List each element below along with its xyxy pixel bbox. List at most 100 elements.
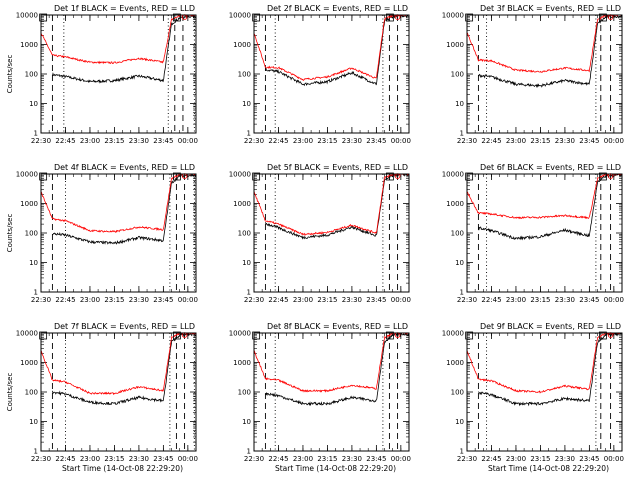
chart-panel: Det 1f BLACK = Events, RED = LLD Counts/s… [6, 4, 198, 145]
plot-frame [40, 173, 197, 293]
series-line-lld [41, 174, 196, 233]
y-tick-label: 1000 [20, 359, 38, 367]
x-tick-label: 23:15 [104, 296, 124, 304]
x-tick-label: 00:00 [178, 296, 198, 304]
chart-panel: Det 7f BLACK = Events, RED = LLD Counts/s… [6, 322, 198, 473]
chart-panel: Det 4f BLACK = Events, RED = LLD Counts/s… [6, 163, 198, 304]
x-tick-label: 23:15 [317, 137, 337, 145]
x-axis-label: Start Time (14-Oct-08 22:29:20) [62, 464, 183, 473]
chart-panel: Det 6f BLACK = Events, RED = LLD 1 10 100 10… [442, 163, 624, 304]
x-tick-label: 23:30 [129, 137, 149, 145]
x-tick-label: 00:00 [178, 455, 198, 463]
y-axis-label: Counts/sec [6, 55, 14, 94]
series-line-events [52, 174, 196, 245]
y-tick-label: 1 [460, 289, 464, 297]
y-tick-label: 10000 [229, 12, 251, 20]
x-tick-label: 22:45 [268, 137, 288, 145]
x-tick-label: 23:45 [579, 137, 599, 145]
series-line-events [478, 333, 622, 407]
y-tick-label: 10 [29, 259, 38, 267]
plot-frame [466, 173, 623, 293]
x-tick-label: 00:00 [604, 455, 624, 463]
series-line-lld [41, 333, 196, 396]
x-tick-label: 22:30 [31, 296, 51, 304]
x-tick-label: 23:00 [80, 455, 100, 463]
x-tick-label: 23:00 [506, 296, 526, 304]
flag-box-marker [465, 331, 474, 340]
y-tick-label: 100 [238, 389, 251, 397]
flag-box-marker [39, 331, 48, 340]
y-tick-label: 1000 [446, 359, 464, 367]
flag-box-marker [386, 331, 394, 340]
chart-panel: Det 8f BLACK = Events, RED = LLD Start Ti… [229, 322, 411, 473]
plot-frame [40, 332, 197, 452]
y-tick-label: 10000 [229, 330, 251, 338]
x-tick-label: 00:00 [391, 296, 411, 304]
x-tick-label: 22:45 [55, 455, 75, 463]
series-line-lld [467, 333, 622, 394]
x-tick-label: 22:45 [481, 455, 501, 463]
series-line-lld [467, 174, 622, 220]
y-tick-label: 10 [455, 259, 464, 267]
chart-title: Det 5f BLACK = Events, RED = LLD [267, 163, 408, 172]
x-tick-label: 22:30 [457, 455, 477, 463]
flag-box-marker [386, 172, 394, 181]
x-tick-label: 23:45 [153, 455, 173, 463]
y-tick-label: 1 [247, 448, 251, 456]
y-axis-label: Counts/sec [6, 214, 14, 253]
chart-title: Det 3f BLACK = Events, RED = LLD [480, 4, 621, 13]
y-axis-label: Counts/sec [6, 373, 14, 412]
x-tick-label: 00:00 [178, 137, 198, 145]
series-line-events [478, 15, 622, 88]
chart-title: Det 8f BLACK = Events, RED = LLD [267, 322, 408, 331]
flag-box-marker [39, 172, 48, 181]
y-tick-label: 1000 [446, 41, 464, 49]
y-tick-label: 100 [238, 230, 251, 238]
x-tick-label: 23:45 [366, 137, 386, 145]
y-tick-label: 1 [34, 448, 38, 456]
x-tick-label: 23:00 [80, 296, 100, 304]
plot-frame [40, 14, 197, 134]
y-tick-label: 100 [238, 71, 251, 79]
x-tick-label: 23:00 [80, 137, 100, 145]
y-tick-label: 1 [34, 130, 38, 138]
y-tick-label: 10000 [16, 330, 38, 338]
x-tick-label: 23:30 [555, 296, 575, 304]
series-line-lld [254, 174, 409, 236]
y-tick-label: 1000 [233, 359, 251, 367]
x-tick-label: 00:00 [391, 137, 411, 145]
x-tick-label: 23:45 [579, 296, 599, 304]
x-tick-label: 22:45 [268, 296, 288, 304]
y-tick-label: 1000 [20, 41, 38, 49]
x-tick-label: 22:30 [31, 137, 51, 145]
y-tick-label: 1 [460, 448, 464, 456]
series-line-events [478, 174, 622, 241]
y-tick-label: 1000 [446, 200, 464, 208]
series-line-lld [41, 15, 196, 65]
x-tick-label: 23:15 [530, 455, 550, 463]
x-tick-label: 22:45 [268, 455, 288, 463]
chart-panel: Det 3f BLACK = Events, RED = LLD 1 10 100 10… [442, 4, 624, 145]
flag-box-marker [599, 331, 607, 340]
chart-panel: Det 2f BLACK = Events, RED = LLD 1 10 100 10… [229, 4, 411, 145]
x-tick-label: 00:00 [604, 137, 624, 145]
flag-box-marker [173, 13, 181, 22]
flag-box-marker [39, 13, 48, 22]
x-tick-label: 22:30 [244, 455, 264, 463]
y-tick-label: 1 [34, 289, 38, 297]
chart-panel: Det 9f BLACK = Events, RED = LLD Start Ti… [442, 322, 624, 473]
y-tick-label: 10 [242, 100, 251, 108]
x-tick-label: 23:30 [129, 296, 149, 304]
x-tick-label: 23:00 [506, 137, 526, 145]
x-tick-label: 23:00 [506, 455, 526, 463]
flag-box-marker [252, 172, 261, 181]
x-tick-label: 23:15 [530, 137, 550, 145]
plot-frame [253, 14, 410, 134]
y-tick-label: 10 [242, 259, 251, 267]
x-tick-label: 23:30 [555, 137, 575, 145]
flag-box-marker [386, 13, 394, 22]
x-tick-label: 23:15 [104, 455, 124, 463]
x-tick-label: 22:45 [481, 137, 501, 145]
x-tick-label: 23:45 [153, 296, 173, 304]
